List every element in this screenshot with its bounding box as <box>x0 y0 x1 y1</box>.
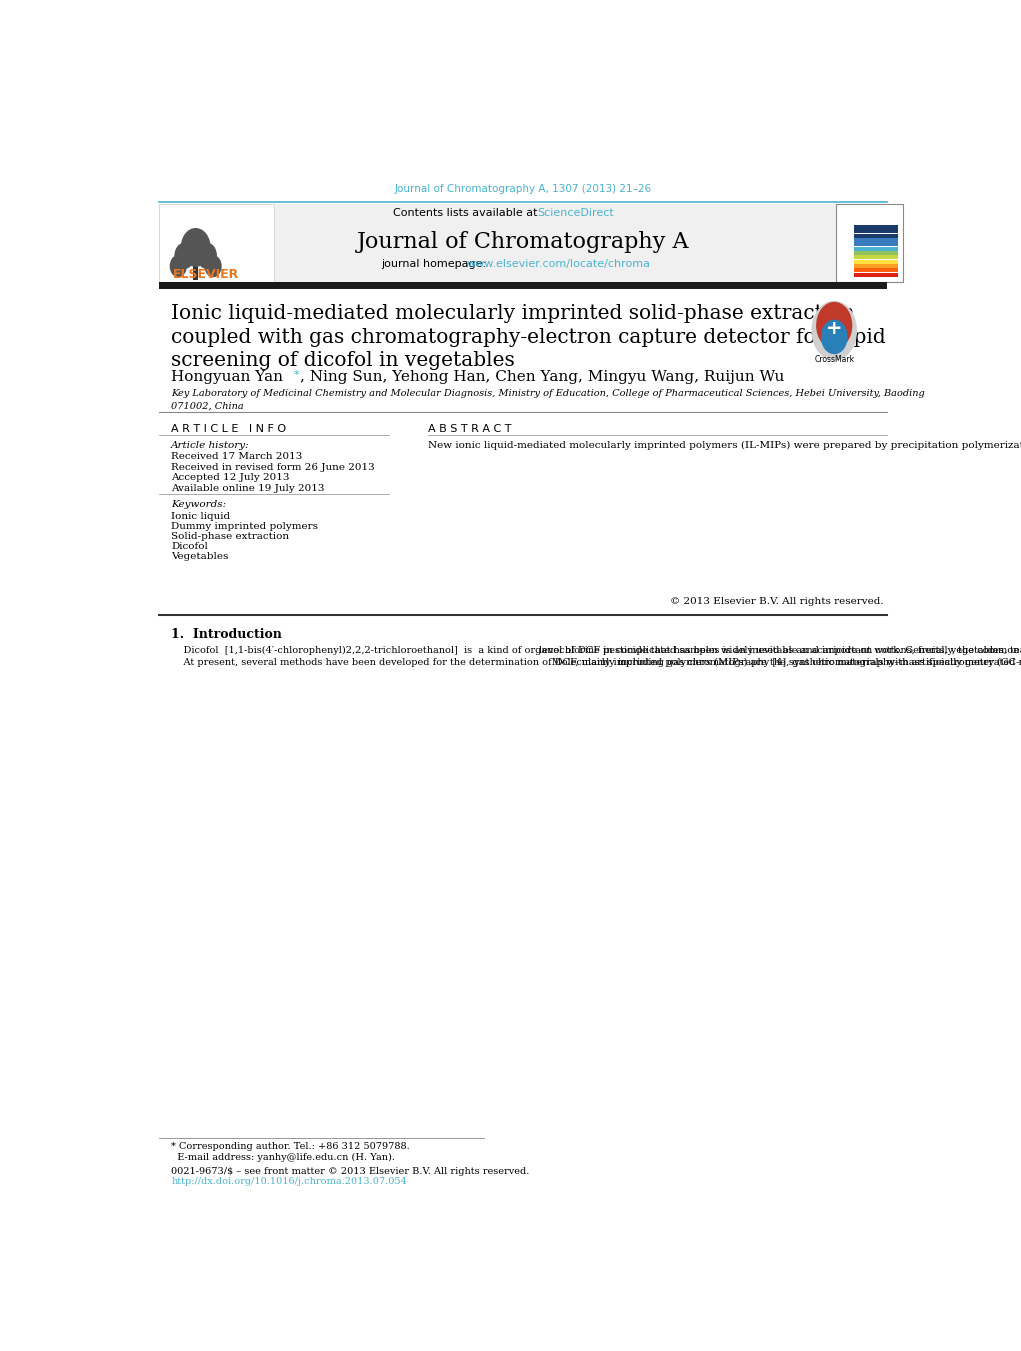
Text: © 2013 Elsevier B.V. All rights reserved.: © 2013 Elsevier B.V. All rights reserved… <box>670 597 883 607</box>
FancyBboxPatch shape <box>159 204 274 282</box>
FancyBboxPatch shape <box>854 238 897 242</box>
Text: Ionic liquid: Ionic liquid <box>172 512 231 520</box>
Circle shape <box>822 320 846 354</box>
Text: Received 17 March 2013: Received 17 March 2013 <box>172 453 302 461</box>
Text: level of DCF in complicated samples is an inevitable and important work. General: level of DCF in complicated samples is a… <box>539 646 1021 667</box>
Text: * Corresponding author. Tel.: +86 312 5079788.: * Corresponding author. Tel.: +86 312 50… <box>172 1142 409 1151</box>
FancyBboxPatch shape <box>854 224 897 228</box>
FancyBboxPatch shape <box>854 273 897 277</box>
Text: Journal of Chromatography A, 1307 (2013) 21–26: Journal of Chromatography A, 1307 (2013)… <box>395 184 651 195</box>
Text: Journal of Chromatography A: Journal of Chromatography A <box>357 231 689 253</box>
FancyBboxPatch shape <box>159 204 836 282</box>
Text: Contents lists available at: Contents lists available at <box>393 208 541 218</box>
Text: JOURNAL OF: JOURNAL OF <box>839 208 864 212</box>
Text: Dicofol: Dicofol <box>172 542 208 551</box>
Text: Received in revised form 26 June 2013: Received in revised form 26 June 2013 <box>172 463 375 471</box>
Text: Keywords:: Keywords: <box>172 500 227 509</box>
Circle shape <box>176 243 194 269</box>
FancyBboxPatch shape <box>854 255 897 259</box>
FancyBboxPatch shape <box>854 263 897 267</box>
Text: ScienceDirect: ScienceDirect <box>537 208 615 218</box>
FancyBboxPatch shape <box>854 251 897 255</box>
Text: screening of dicofol in vegetables: screening of dicofol in vegetables <box>172 351 515 370</box>
FancyBboxPatch shape <box>854 234 897 238</box>
Text: Available online 19 July 2013: Available online 19 July 2013 <box>172 484 325 493</box>
FancyBboxPatch shape <box>854 246 897 250</box>
Text: Accepted 12 July 2013: Accepted 12 July 2013 <box>172 473 290 482</box>
Text: CHROMATOGRAPHY A: CHROMATOGRAPHY A <box>839 212 883 216</box>
Text: Hongyuan Yan: Hongyuan Yan <box>172 370 283 384</box>
Text: A B S T R A C T: A B S T R A C T <box>428 424 512 434</box>
Circle shape <box>171 255 186 277</box>
Text: coupled with gas chromatography-electron capture detector for rapid: coupled with gas chromatography-electron… <box>172 327 886 346</box>
Text: Ionic liquid-mediated molecularly imprinted solid-phase extraction: Ionic liquid-mediated molecularly imprin… <box>172 304 855 323</box>
Text: Dicofol  [1,1-bis(4′-chlorophenyl)2,2,2-trichloroethanol]  is  a kind of organoc: Dicofol [1,1-bis(4′-chlorophenyl)2,2,2-t… <box>172 646 1021 667</box>
Text: journal homepage:: journal homepage: <box>381 259 489 269</box>
Circle shape <box>205 255 221 277</box>
Text: Solid-phase extraction: Solid-phase extraction <box>172 532 289 540</box>
Text: Key Laboratory of Medicinal Chemistry and Molecular Diagnosis, Ministry of Educa: Key Laboratory of Medicinal Chemistry an… <box>172 389 925 411</box>
Text: , Ning Sun, Yehong Han, Chen Yang, Mingyu Wang, Ruijun Wu: , Ning Sun, Yehong Han, Chen Yang, Mingy… <box>300 370 784 384</box>
Text: Vegetables: Vegetables <box>172 553 229 562</box>
Text: +: + <box>826 319 842 338</box>
Text: ELSEVIER: ELSEVIER <box>173 269 239 281</box>
Text: http://dx.doi.org/10.1016/j.chroma.2013.07.054: http://dx.doi.org/10.1016/j.chroma.2013.… <box>172 1178 407 1186</box>
FancyBboxPatch shape <box>854 242 897 246</box>
Text: Dummy imprinted polymers: Dummy imprinted polymers <box>172 521 319 531</box>
FancyBboxPatch shape <box>854 259 897 263</box>
Text: 0021-9673/$ – see front matter © 2013 Elsevier B.V. All rights reserved.: 0021-9673/$ – see front matter © 2013 El… <box>172 1167 530 1175</box>
FancyBboxPatch shape <box>193 259 198 280</box>
FancyBboxPatch shape <box>836 204 903 282</box>
Text: 1.  Introduction: 1. Introduction <box>172 628 282 642</box>
Text: New ionic liquid-mediated molecularly imprinted polymers (IL-MIPs) were prepared: New ionic liquid-mediated molecularly im… <box>428 440 1021 450</box>
FancyBboxPatch shape <box>159 282 887 289</box>
Text: www.elsevier.com/locate/chroma: www.elsevier.com/locate/chroma <box>467 259 650 269</box>
Circle shape <box>197 243 216 269</box>
FancyBboxPatch shape <box>854 269 897 272</box>
Text: *: * <box>294 370 299 380</box>
Circle shape <box>812 301 857 359</box>
Circle shape <box>182 228 210 266</box>
Circle shape <box>817 303 852 349</box>
FancyBboxPatch shape <box>854 230 897 234</box>
Text: CrossMark: CrossMark <box>814 354 855 363</box>
Text: Article history:: Article history: <box>172 440 250 450</box>
Text: E-mail address: yanhy@life.edu.cn (H. Yan).: E-mail address: yanhy@life.edu.cn (H. Ya… <box>172 1152 395 1162</box>
Text: A R T I C L E   I N F O: A R T I C L E I N F O <box>172 424 286 434</box>
